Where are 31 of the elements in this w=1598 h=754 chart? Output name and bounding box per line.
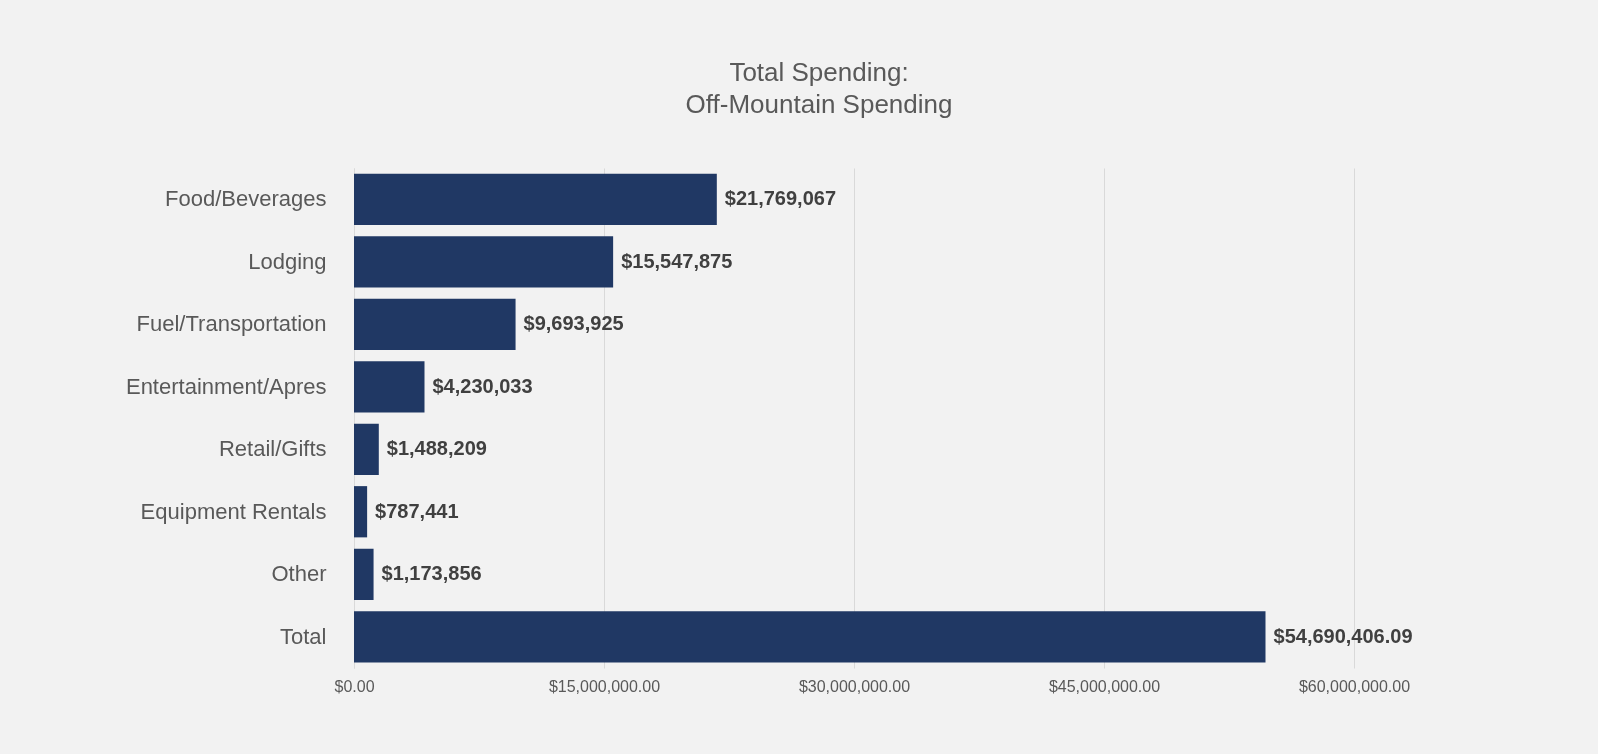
data-label: $1,488,209	[386, 437, 487, 460]
bar	[354, 611, 1266, 663]
data-label: $15,547,875	[621, 249, 733, 272]
y-tick-label: Equipment Rentals	[140, 498, 327, 524]
data-label: $4,230,033	[432, 374, 533, 397]
x-tick-label: $15,000,000.00	[548, 677, 661, 695]
bar	[354, 173, 717, 225]
bar	[354, 423, 379, 475]
data-label: $54,690,406.09	[1273, 624, 1413, 647]
y-tick-label: Other	[271, 561, 327, 587]
bar	[354, 548, 374, 600]
y-tick-label: Entertainment/Apres	[125, 373, 327, 399]
bar	[354, 361, 425, 413]
y-tick-label: Food/Beverages	[165, 186, 327, 212]
y-tick-label: Retail/Gifts	[218, 436, 327, 462]
x-tick-label: $45,000,000.00	[1048, 677, 1161, 695]
y-tick-label: Total	[280, 623, 327, 649]
y-tick-label: Lodging	[248, 248, 327, 274]
chart-title: Total Spending:	[729, 57, 909, 87]
bar	[354, 298, 516, 350]
bar	[354, 236, 614, 288]
x-tick-label: $60,000,000.00	[1298, 677, 1411, 695]
chart-subtitle: Off-Mountain Spending	[685, 89, 953, 119]
data-label: $21,769,067	[724, 187, 837, 210]
data-label: $1,173,856	[381, 562, 482, 585]
x-tick-label: $0.00	[334, 677, 375, 695]
bar	[354, 486, 368, 538]
y-tick-label: Fuel/Transportation	[136, 311, 327, 337]
data-label: $9,693,925	[523, 312, 624, 335]
data-label: $787,441	[375, 499, 459, 522]
x-tick-label: $30,000,000.00	[798, 677, 911, 695]
